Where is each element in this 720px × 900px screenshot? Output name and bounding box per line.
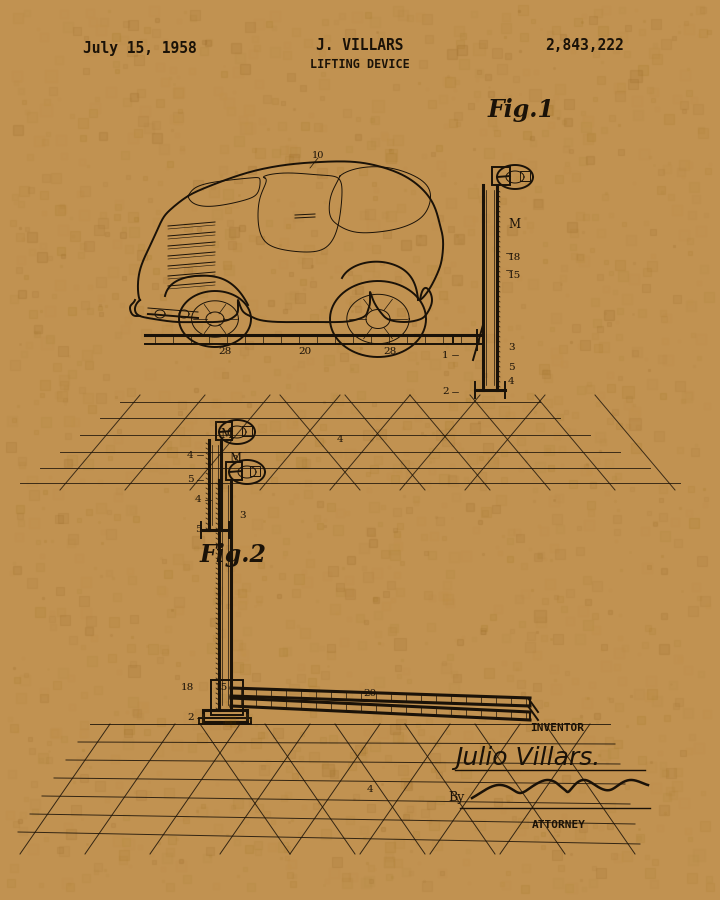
Text: M: M xyxy=(229,452,241,464)
Text: 4: 4 xyxy=(366,785,373,794)
Text: 5: 5 xyxy=(187,475,194,484)
Text: 3: 3 xyxy=(231,455,238,464)
Text: Fig.2: Fig.2 xyxy=(200,543,267,567)
Text: 15: 15 xyxy=(215,683,228,692)
Text: 2: 2 xyxy=(187,714,194,723)
Text: J. VILLARS: J. VILLARS xyxy=(316,39,404,53)
Text: Julio Villars.: Julio Villars. xyxy=(455,746,600,770)
Bar xyxy=(211,680,243,715)
Text: By: By xyxy=(448,791,464,805)
Text: 5: 5 xyxy=(195,526,202,535)
Text: ATTORNEY: ATTORNEY xyxy=(532,820,586,830)
Text: 18: 18 xyxy=(181,683,194,692)
Text: 1: 1 xyxy=(442,350,449,359)
Text: 28: 28 xyxy=(218,347,232,356)
Text: 4: 4 xyxy=(187,451,194,460)
Bar xyxy=(242,426,252,436)
Text: 3: 3 xyxy=(239,510,246,519)
Text: Fig.1: Fig.1 xyxy=(488,98,555,122)
Text: 3: 3 xyxy=(508,344,515,353)
Bar xyxy=(203,710,247,722)
Text: 20: 20 xyxy=(298,347,312,356)
Text: LIFTING DEVICE: LIFTING DEVICE xyxy=(310,58,410,71)
Bar xyxy=(216,422,232,440)
Text: 2,843,222: 2,843,222 xyxy=(546,39,624,53)
Text: 20: 20 xyxy=(364,688,377,698)
Bar xyxy=(520,171,530,181)
Text: 15: 15 xyxy=(508,271,521,280)
Text: July 15, 1958: July 15, 1958 xyxy=(83,40,197,56)
Text: 5: 5 xyxy=(508,363,515,372)
Text: M: M xyxy=(508,219,520,231)
Text: 2: 2 xyxy=(442,388,449,397)
Text: M: M xyxy=(220,428,232,442)
Text: 18: 18 xyxy=(508,254,521,263)
Text: INVENTOR: INVENTOR xyxy=(530,723,584,733)
Text: 4: 4 xyxy=(337,436,343,445)
Text: 10: 10 xyxy=(312,150,324,159)
Bar xyxy=(250,466,260,476)
Bar xyxy=(492,167,510,185)
Text: 28: 28 xyxy=(383,347,397,356)
Text: 4: 4 xyxy=(508,377,515,386)
Bar xyxy=(199,718,251,724)
Bar xyxy=(226,462,242,480)
Text: 4: 4 xyxy=(195,496,202,505)
